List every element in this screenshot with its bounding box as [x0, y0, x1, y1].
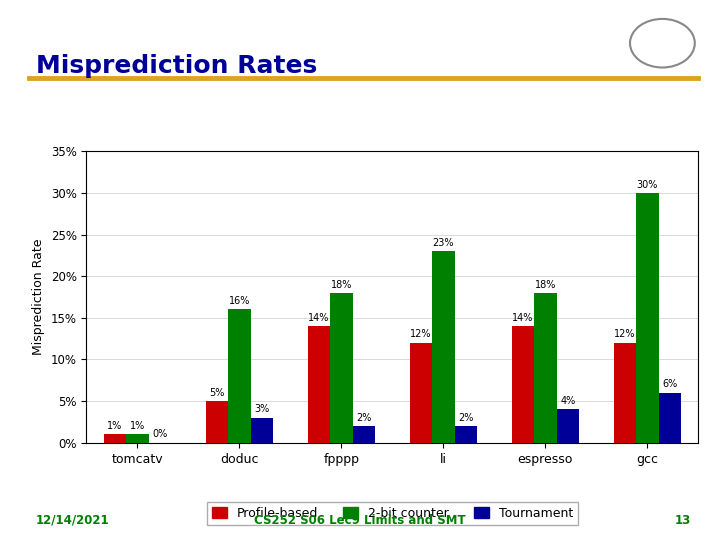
Bar: [534, 293, 557, 443]
Bar: [636, 193, 659, 443]
Bar: [126, 435, 148, 443]
Text: 14%: 14%: [512, 313, 534, 323]
Bar: [410, 343, 432, 443]
Text: 6%: 6%: [662, 380, 678, 389]
Text: 18%: 18%: [535, 280, 556, 289]
Bar: [659, 393, 681, 443]
Text: 2%: 2%: [356, 413, 372, 423]
Bar: [307, 326, 330, 443]
Text: 3%: 3%: [254, 404, 269, 415]
Legend: Profile-based, 2-bit counter, Tournament: Profile-based, 2-bit counter, Tournament: [207, 502, 578, 524]
Text: 14%: 14%: [308, 313, 330, 323]
Text: 18%: 18%: [330, 280, 352, 289]
Bar: [206, 401, 228, 443]
Y-axis label: Misprediction Rate: Misprediction Rate: [32, 239, 45, 355]
Text: 0%: 0%: [152, 429, 168, 440]
Text: 16%: 16%: [229, 296, 250, 306]
Text: 13: 13: [675, 514, 691, 526]
Bar: [512, 326, 534, 443]
Bar: [251, 418, 273, 443]
Bar: [330, 293, 353, 443]
Bar: [613, 343, 636, 443]
Text: Misprediction Rates: Misprediction Rates: [36, 54, 318, 78]
Text: 12%: 12%: [410, 329, 432, 340]
Text: 12/14/2021: 12/14/2021: [36, 514, 109, 526]
Bar: [432, 251, 454, 443]
Bar: [228, 309, 251, 443]
Bar: [454, 426, 477, 443]
Bar: [104, 435, 126, 443]
Bar: [353, 426, 375, 443]
Bar: [557, 409, 579, 443]
Text: 1%: 1%: [130, 421, 145, 431]
Text: 23%: 23%: [433, 238, 454, 248]
Text: 5%: 5%: [210, 388, 225, 398]
Text: 1%: 1%: [107, 421, 122, 431]
Text: 4%: 4%: [560, 396, 575, 406]
Text: CS252 S06 Lec9 Limits and SMT: CS252 S06 Lec9 Limits and SMT: [254, 514, 466, 526]
Text: 12%: 12%: [614, 329, 636, 340]
Text: 30%: 30%: [636, 179, 658, 190]
Text: 2%: 2%: [458, 413, 474, 423]
